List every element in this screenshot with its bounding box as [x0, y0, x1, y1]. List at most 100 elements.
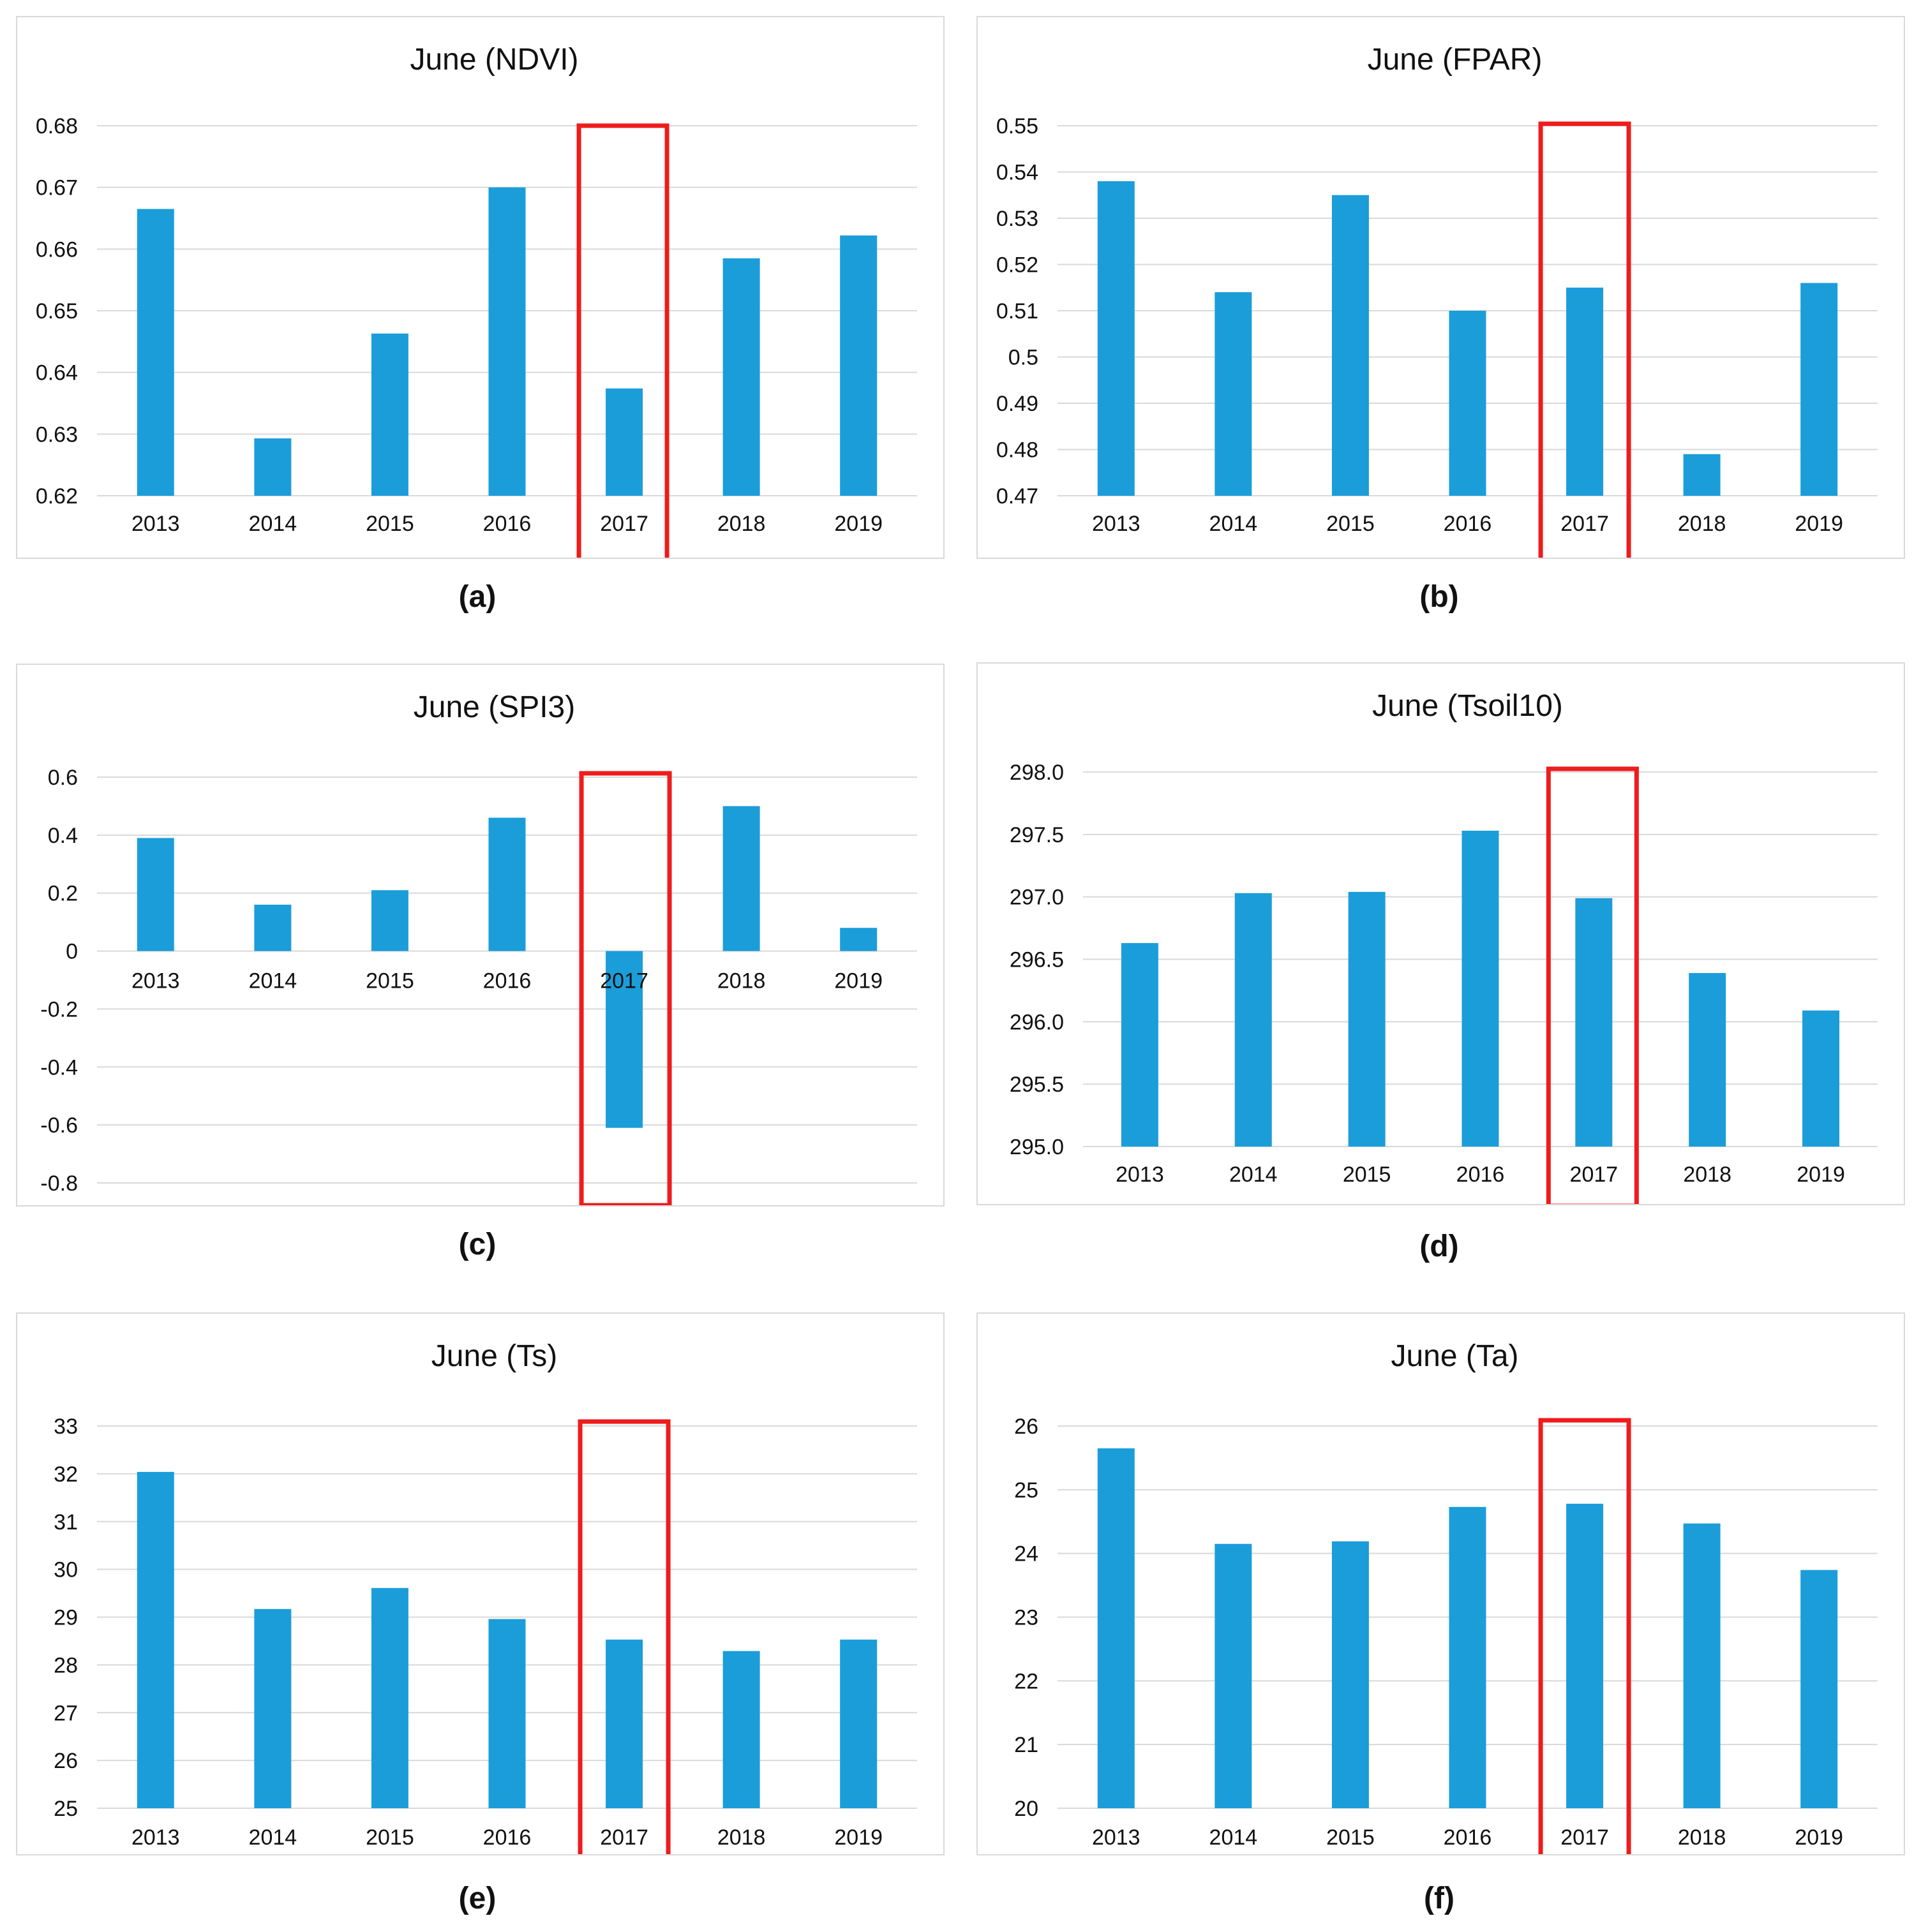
bar-2019 [840, 1639, 878, 1808]
bar-2017 [1566, 1503, 1604, 1808]
y-tick-label: 32 [54, 1462, 78, 1487]
y-tick-label: 0.48 [996, 438, 1038, 463]
bar-2018 [722, 1651, 760, 1808]
bar-2013 [1121, 943, 1158, 1147]
x-tick-label: 2013 [131, 512, 180, 536]
x-tick-label: 2017 [1570, 1163, 1618, 1187]
bar-2017 [1575, 898, 1613, 1147]
y-tick-label: 0.67 [36, 176, 78, 200]
bar-2016 [488, 1619, 526, 1808]
chart-title: June (FPAR) [1368, 43, 1543, 77]
x-tick-label: 2014 [1209, 512, 1258, 536]
x-tick-label: 2018 [717, 512, 766, 536]
bar-2013 [137, 838, 174, 951]
chart-c: June (SPI3) -0.8 -0.6 -0.4 -0.2 0 0.2 0.4 0.6 201… [40, 690, 917, 1205]
chart-d: June (Tsoil10) 295.0 295.5 296.0 296.5 297.0 2… [1010, 689, 1878, 1204]
y-tick-label: 24 [1014, 1542, 1038, 1566]
bar-2019 [840, 235, 878, 496]
bar-2016 [1449, 1506, 1486, 1808]
x-tick-label: 2016 [483, 1825, 532, 1850]
bar-2018 [1683, 1523, 1721, 1808]
bar-2015 [371, 890, 408, 951]
chart-panel-b: June (FPAR) 0.47 0.48 0.49 0.5 0.51 0.52 0.53 0.… [976, 16, 1905, 559]
x-tick-label: 2019 [834, 1825, 883, 1850]
y-tick-label: 0.4 [48, 824, 78, 848]
bar-2015 [1348, 891, 1386, 1147]
y-tick-label: 0.47 [996, 484, 1038, 509]
bar-2017 [606, 388, 643, 496]
chart-panel-c: June (SPI3) -0.8 -0.6 -0.4 -0.2 0 0.2 0.4 0.6 201… [16, 664, 945, 1207]
highlight-box-2017 [1538, 1418, 1631, 1854]
y-tick-label: 21 [1014, 1733, 1038, 1757]
x-tick-label: 2017 [1560, 512, 1609, 536]
chart-f: June (Ta) 20 21 22 23 24 25 26 2013 2014 2015 2016 2… [1014, 1339, 1878, 1854]
y-tick-label: -0.2 [40, 997, 78, 1022]
bar-2019 [1802, 1010, 1840, 1147]
x-tick-label: 2016 [1456, 1163, 1505, 1187]
highlight-box-2017 [579, 771, 672, 1205]
x-tick-label: 2017 [600, 512, 648, 536]
highlight-box-2017 [1538, 121, 1631, 558]
bar-2019 [1800, 1570, 1838, 1808]
chart-panel-d: June (Tsoil10) 295.0 295.5 296.0 296.5 297.0 2… [976, 662, 1905, 1205]
bar-2015 [371, 333, 408, 496]
x-tick-label: 2016 [1444, 512, 1492, 536]
x-tick-label: 2018 [1678, 512, 1726, 536]
highlight-box-2017 [578, 1419, 671, 1854]
bar-2018 [1689, 973, 1726, 1147]
y-tick-label: 0.2 [48, 882, 78, 906]
chart-panel-a: June (NDVI) 0.62 0.63 0.64 0.65 0.66 0.67 0.68 2… [16, 16, 945, 559]
y-tick-label: 25 [1014, 1478, 1038, 1503]
bar-2014 [1234, 893, 1272, 1147]
y-tick-label: 22 [1014, 1669, 1038, 1693]
caption-b: (b) [1419, 580, 1459, 614]
chart-panel-f: June (Ta) 20 21 22 23 24 25 26 2013 2014 2015 2016 2… [976, 1312, 1905, 1855]
caption-a: (a) [458, 580, 497, 614]
x-tick-label: 2013 [1092, 1825, 1140, 1850]
y-tick-label: 0.51 [996, 299, 1038, 323]
x-tick-label: 2013 [131, 969, 180, 993]
x-tick-label: 2018 [717, 1825, 766, 1850]
chart-title: June (Tsoil10) [1372, 689, 1563, 723]
y-tick-label: 297.0 [1010, 886, 1064, 910]
bar-2018 [722, 258, 760, 496]
x-tick-label: 2016 [1444, 1825, 1492, 1850]
bar-2016 [488, 187, 526, 496]
y-tick-label: 31 [54, 1510, 78, 1534]
caption-e: (e) [458, 1882, 497, 1915]
bar-2018 [722, 806, 760, 951]
bar-2013 [1097, 181, 1135, 496]
chart-a: June (NDVI) 0.62 0.63 0.64 0.65 0.66 0.67 0.68 2… [36, 43, 917, 558]
bar-2014 [254, 904, 292, 951]
y-tick-label: 26 [1014, 1415, 1038, 1439]
x-tick-label: 2014 [1229, 1163, 1278, 1187]
y-tick-label: -0.4 [40, 1055, 78, 1080]
x-tick-label: 2015 [1326, 1825, 1375, 1850]
bar-2015 [371, 1587, 408, 1808]
x-tick-label: 2016 [483, 512, 532, 536]
x-tick-label: 2019 [834, 512, 883, 536]
y-tick-label: 0.55 [996, 114, 1038, 138]
x-tick-label: 2015 [366, 1825, 414, 1850]
bar-2013 [1097, 1448, 1135, 1808]
highlight-box-2017 [576, 123, 669, 558]
bar-2016 [488, 817, 526, 951]
highlight-box-2017 [1546, 766, 1639, 1204]
y-tick-label: 29 [54, 1606, 78, 1630]
bar-2017 [606, 951, 643, 1128]
x-tick-label: 2014 [249, 512, 297, 536]
x-tick-label: 2019 [1797, 1163, 1845, 1187]
bar-2016 [1449, 311, 1486, 496]
x-tick-label: 2015 [1326, 512, 1375, 536]
x-tick-label: 2015 [366, 969, 414, 993]
x-tick-label: 2018 [1683, 1163, 1731, 1187]
x-tick-label: 2015 [1343, 1163, 1391, 1187]
x-tick-label: 2016 [483, 969, 532, 993]
y-tick-label: -0.8 [40, 1171, 78, 1196]
chart-title: June (SPI3) [414, 690, 575, 724]
x-tick-label: 2013 [1116, 1163, 1164, 1187]
y-tick-label: 26 [54, 1749, 78, 1773]
y-tick-label: 0.65 [36, 299, 78, 323]
y-tick-label: 27 [54, 1701, 78, 1725]
y-tick-label: 28 [54, 1653, 78, 1677]
